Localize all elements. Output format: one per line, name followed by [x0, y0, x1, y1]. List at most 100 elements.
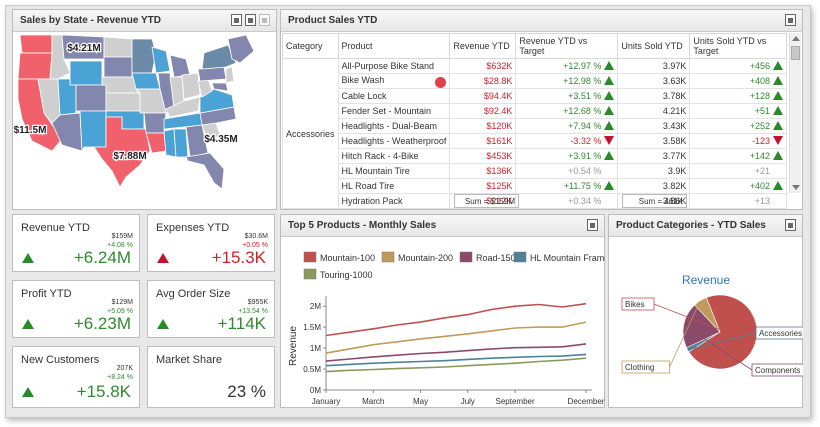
legend-swatch-4[interactable]	[303, 268, 317, 280]
legend-label-1[interactable]: Mountain-200	[398, 253, 453, 263]
units-cell: 3.58K	[617, 133, 691, 149]
units-cell-text: 3.63K	[662, 76, 687, 86]
state-new-york[interactable]	[201, 44, 237, 70]
pie-slice-2[interactable]	[682, 304, 721, 349]
col-revenue-vs-target[interactable]: Revenue YTD vs Target	[515, 33, 619, 59]
arrow-up-icon	[773, 76, 783, 85]
export-icon[interactable]	[785, 219, 796, 231]
state-ohio[interactable]	[181, 72, 201, 100]
us-choropleth-map[interactable]: $4.21M $11.5M $4.35M $7.88M	[14, 33, 277, 210]
legend-swatch-0[interactable]	[303, 251, 317, 263]
state-wisconsin[interactable]	[151, 46, 171, 74]
legend-swatch-3[interactable]	[513, 251, 527, 263]
arrow-up-icon	[773, 181, 783, 190]
scroll-thumb[interactable]	[791, 46, 800, 60]
arrow-up-icon	[22, 319, 34, 329]
scroll-up-arrow[interactable]	[792, 36, 800, 41]
kpi-avg-order-size[interactable]: Avg Order Size $955K +13.54 % +114K	[147, 280, 275, 338]
table-row[interactable]: Fender Set - Mountain $92.4K +12.68 % 4.21K…	[283, 103, 787, 119]
state-alabama[interactable]	[173, 128, 189, 158]
state-nebraska[interactable]	[101, 76, 139, 94]
col-product[interactable]: Product	[337, 33, 451, 59]
pie-slice-3[interactable]	[694, 297, 721, 333]
legend-swatch-2[interactable]	[459, 251, 473, 263]
table-row[interactable]: Hitch Rack - 4-Bike $453K +3.91 % 3.77K +142	[283, 148, 787, 164]
product-cell: Fender Set - Mountain	[337, 103, 451, 119]
legend-swatch-1[interactable]	[381, 251, 395, 263]
units-target-cell-text: +21	[754, 166, 770, 176]
revenue-cell: $28.8K	[449, 73, 517, 89]
product-cell: Headlights - Weatherproof	[337, 133, 451, 149]
kpi-target: $159M	[111, 233, 133, 240]
units-target-cell: +51	[689, 103, 787, 119]
kpi-revenue[interactable]: Revenue YTD $159M +4.08 % +6.24M	[12, 214, 140, 272]
export-icon[interactable]	[785, 14, 796, 26]
state-arkansas[interactable]	[143, 112, 167, 134]
kpi-new-customers[interactable]: New Customers 207K +8.24 % +15.8K	[12, 346, 140, 408]
table-row[interactable]: Headlights - Dual-Beam $120K +7.94 % 3.43K +…	[283, 118, 787, 134]
legend-label-2[interactable]: Road-150	[476, 253, 516, 263]
state-kentucky[interactable]	[165, 96, 201, 118]
series-line-2[interactable]	[325, 343, 587, 362]
layers-icon[interactable]	[245, 14, 256, 26]
state-oregon[interactable]	[17, 52, 53, 80]
table-row[interactable]: HL Road Tire $125K +11.75 % 3.82K +402	[283, 178, 787, 194]
revenue-target-cell-text: +0.34 %	[568, 196, 602, 206]
categories-panel: Product Categories - YTD Sales Revenue Bi…	[608, 214, 803, 408]
state-minnesota[interactable]	[131, 38, 157, 74]
state-texas[interactable]	[93, 116, 151, 188]
state-washington[interactable]	[19, 34, 53, 54]
col-units-vs-target[interactable]: Units Sold YTD vs Target	[689, 33, 787, 59]
arrow-up-icon	[157, 253, 169, 263]
units-cell-text: 3.43K	[662, 121, 687, 131]
grid-scrollbar[interactable]	[789, 33, 801, 193]
table-row[interactable]: Accessories All-Purpose Bike Stand $632K +1…	[282, 58, 787, 209]
state-new-mexico[interactable]	[79, 110, 107, 153]
pie-slice-0[interactable]	[688, 294, 758, 370]
state-wyoming[interactable]	[69, 60, 103, 86]
kpi-expenses[interactable]: Expenses YTD $30.6M +0.05 % +15.3K	[147, 214, 275, 272]
arrow-up-icon	[773, 61, 783, 70]
series-line-0[interactable]	[325, 302, 587, 337]
kpi-profit[interactable]: Profit YTD $129M +5.09 % +6.23M	[12, 280, 140, 338]
export-icon[interactable]	[231, 14, 242, 26]
map-label-california: $11.5M	[14, 125, 46, 136]
revenue-cell: $120K	[449, 118, 517, 134]
table-row[interactable]: Bike Wash $28.8K +12.98 % 3.63K +408	[283, 73, 787, 89]
export-icon[interactable]	[587, 219, 598, 231]
col-units[interactable]: Units Sold YTD	[617, 33, 691, 59]
state-michigan[interactable]	[169, 54, 191, 78]
table-row[interactable]: HL Mountain Tire $136K +0.54 % 3.9K +21	[283, 163, 787, 179]
state-maryland[interactable]	[211, 82, 229, 92]
table-row[interactable]: Hydration Pack $212K +0.34 % 3.86K +13	[283, 193, 787, 209]
units-target-cell: +252	[689, 118, 787, 134]
kpi-value: +6.23M	[73, 314, 131, 333]
series-line-4[interactable]	[325, 357, 587, 373]
state-south-dakota[interactable]	[103, 56, 133, 78]
legend-label-4[interactable]: Touring-1000	[320, 270, 373, 280]
series-line-1[interactable]	[325, 321, 587, 354]
state-colorado[interactable]	[75, 84, 107, 112]
state-kansas[interactable]	[105, 92, 141, 112]
state-north-dakota[interactable]	[103, 36, 133, 58]
state-florida[interactable]	[185, 152, 225, 190]
category-pie-chart[interactable]: Revenue Bikes Accessories Components Clothin…	[610, 238, 803, 408]
col-category[interactable]: Category	[282, 33, 339, 59]
revenue-target-cell-text: +3.51 %	[568, 91, 602, 101]
legend-label-3[interactable]: HL Mountain Frame	[530, 253, 605, 263]
y-tick-label-2: 1M	[310, 344, 321, 353]
series-line-3[interactable]	[325, 353, 587, 367]
state-new-jersey[interactable]	[225, 66, 235, 84]
col-revenue[interactable]: Revenue YTD	[449, 33, 517, 59]
table-row[interactable]: Cable Lock $94.4K +3.51 % 3.78K +128	[283, 88, 787, 104]
kpi-market-share[interactable]: Market Share 23 %	[147, 346, 275, 408]
scroll-down-arrow[interactable]	[792, 185, 800, 190]
monthly-sales-line-chart[interactable]: Mountain-100 Mountain-200 Road-150 HL Mount…	[282, 238, 605, 408]
state-new-england[interactable]	[227, 34, 255, 64]
table-row[interactable]: Headlights - Weatherproof $161K -3.32 % 3.5…	[283, 133, 787, 149]
state-iowa[interactable]	[131, 72, 161, 90]
pie-label-box-1	[755, 326, 803, 340]
legend-label-0[interactable]: Mountain-100	[320, 253, 375, 263]
state-arizona[interactable]	[51, 112, 83, 152]
units-cell-text: 3.86K	[662, 196, 687, 206]
